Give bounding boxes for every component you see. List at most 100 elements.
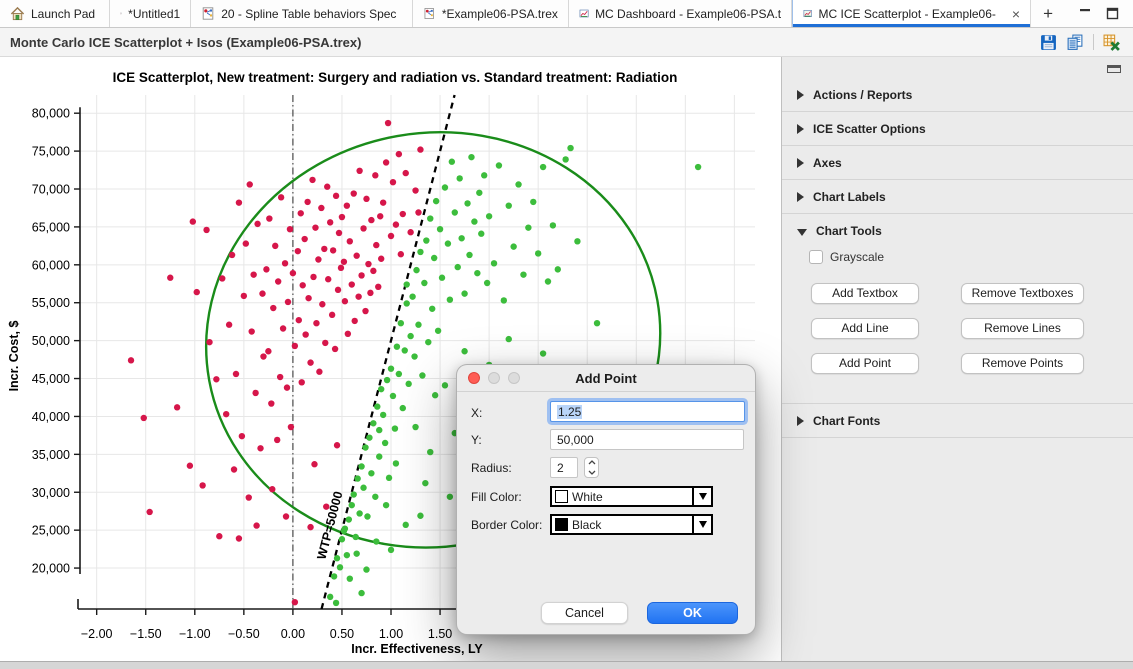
section-actions-reports[interactable]: Actions / Reports xyxy=(782,78,1133,112)
scatter-point-red xyxy=(265,348,272,355)
dialog-title-bar[interactable]: Add Point xyxy=(457,365,755,392)
tab-example06-psa[interactable]: *Example06-PSA.trex xyxy=(413,0,569,27)
scatter-point-red xyxy=(235,535,243,542)
scatter-point-red xyxy=(252,389,259,397)
scatter-point-red xyxy=(367,289,374,297)
scatter-point-red xyxy=(213,376,220,383)
x-tick-label: −1.50 xyxy=(130,627,162,641)
scatter-point-green xyxy=(399,404,406,412)
scatter-point-red xyxy=(295,316,302,324)
scatter-point-green xyxy=(454,263,461,271)
chevron-right-icon xyxy=(797,157,804,168)
scatter-point-red xyxy=(332,192,340,200)
scatter-point-red xyxy=(266,215,273,222)
fill-color-select[interactable]: White xyxy=(550,486,713,507)
scatter-point-red xyxy=(245,494,252,501)
section-chart-fonts[interactable]: Chart Fonts xyxy=(782,404,1133,438)
scatter-point-green xyxy=(490,260,498,267)
section-axes[interactable]: Axes xyxy=(782,146,1133,180)
add-point-button[interactable]: Add Point xyxy=(811,353,919,374)
scatter-point-green xyxy=(458,235,465,242)
scatter-point-red xyxy=(232,370,240,378)
remove-lines-button[interactable]: Remove Lines xyxy=(961,318,1084,339)
add-textbox-button[interactable]: Add Textbox xyxy=(811,283,919,304)
section-chart-tools[interactable]: Chart Tools xyxy=(782,214,1133,248)
scatter-point-green xyxy=(421,279,428,287)
scatter-point-red xyxy=(259,290,266,297)
scatter-point-green xyxy=(383,376,391,384)
tab-label: MC ICE Scatterplot - Example06- xyxy=(818,6,996,21)
tab-spline-spec[interactable]: 20 - Spline Table behaviors Spec xyxy=(191,0,414,27)
minimize-window-icon[interactable] xyxy=(1079,7,1092,20)
y-input[interactable]: 50,000 xyxy=(550,429,744,450)
remove-textboxes-button[interactable]: Remove Textboxes xyxy=(961,283,1084,304)
close-traffic-light-icon[interactable] xyxy=(468,372,480,384)
tab-mc-ice-scatterplot-active[interactable]: MC ICE Scatterplot - Example06- × xyxy=(792,0,1032,27)
scatter-point-green xyxy=(505,202,512,209)
scatter-point-green xyxy=(391,425,399,432)
scatter-point-green xyxy=(446,493,454,500)
x-axis-label: Incr. Effectiveness, LY xyxy=(351,642,483,656)
radius-value: 2 xyxy=(557,460,564,475)
dropdown-caret[interactable] xyxy=(692,516,711,533)
tab-mc-dashboard[interactable]: MC Dashboard - Example06-PSA.t xyxy=(569,0,793,27)
scatter-point-green xyxy=(415,321,422,328)
scatter-point-green xyxy=(534,250,542,257)
scatter-point-red xyxy=(263,266,270,273)
border-color-select[interactable]: Black xyxy=(550,514,713,535)
scatter-point-green xyxy=(376,453,383,460)
scatter-point-green xyxy=(466,251,473,259)
x-input[interactable]: 1.25 xyxy=(550,401,745,422)
chevron-down-icon xyxy=(797,228,807,236)
scatter-point-green xyxy=(387,546,395,554)
export-excel-icon[interactable] xyxy=(1103,34,1121,51)
scatter-point-red xyxy=(344,330,352,338)
scatter-point-green xyxy=(373,538,380,545)
scatter-point-red xyxy=(289,269,297,277)
section-label: Chart Fonts xyxy=(813,413,881,428)
maximize-window-icon[interactable] xyxy=(1106,7,1119,20)
scatter-point-red xyxy=(351,317,358,325)
stepper-up-icon[interactable] xyxy=(585,458,598,468)
add-line-button[interactable]: Add Line xyxy=(811,318,919,339)
dropdown-caret[interactable] xyxy=(692,488,711,505)
cancel-button[interactable]: Cancel xyxy=(541,602,628,624)
scatter-point-red xyxy=(321,245,328,253)
tab-launch-pad[interactable]: Launch Pad xyxy=(0,0,111,27)
tab-untitled1[interactable]: *Untitled1 xyxy=(110,0,192,27)
new-tab-button[interactable]: + xyxy=(1043,3,1054,23)
y-tick-label: 60,000 xyxy=(32,258,70,272)
y-tick-label: 45,000 xyxy=(32,372,70,386)
section-label: Axes xyxy=(813,155,842,170)
save-icon[interactable] xyxy=(1040,34,1057,51)
x-tick-label: 0.50 xyxy=(330,627,354,641)
scatter-point-green xyxy=(401,347,408,354)
scatter-point-red xyxy=(384,119,392,127)
radius-stepper[interactable] xyxy=(584,457,599,478)
section-ice-scatter-options[interactable]: ICE Scatter Options xyxy=(782,112,1133,146)
radius-input[interactable]: 2 xyxy=(550,457,578,478)
collapse-panel-icon[interactable] xyxy=(1107,65,1121,73)
ok-button[interactable]: OK xyxy=(647,602,738,624)
scatter-point-green xyxy=(403,281,410,288)
scatter-point-green xyxy=(338,536,346,543)
scatter-point-red xyxy=(318,204,325,212)
stepper-down-icon[interactable] xyxy=(585,468,598,478)
scatter-point-red xyxy=(377,213,384,220)
tab-close-icon[interactable]: × xyxy=(1011,5,1021,22)
view-title-bar: Monte Carlo ICE Scatterplot + Isos (Exam… xyxy=(0,28,1133,57)
zoom-traffic-light-icon[interactable] xyxy=(508,372,520,384)
grayscale-checkbox[interactable] xyxy=(809,250,823,264)
scatter-point-green xyxy=(358,463,365,470)
scatter-point-red xyxy=(375,283,382,291)
scatter-point-red xyxy=(301,235,308,243)
copy-report-icon[interactable] xyxy=(1066,34,1084,51)
scatter-point-red xyxy=(334,286,342,294)
scatter-point-green xyxy=(483,279,491,287)
section-divider xyxy=(782,403,1133,404)
scatter-point-red xyxy=(270,304,277,312)
scatter-point-green xyxy=(461,348,468,355)
remove-points-button[interactable]: Remove Points xyxy=(961,353,1084,374)
minimize-traffic-light-icon[interactable] xyxy=(488,372,500,384)
section-chart-labels[interactable]: Chart Labels xyxy=(782,180,1133,214)
